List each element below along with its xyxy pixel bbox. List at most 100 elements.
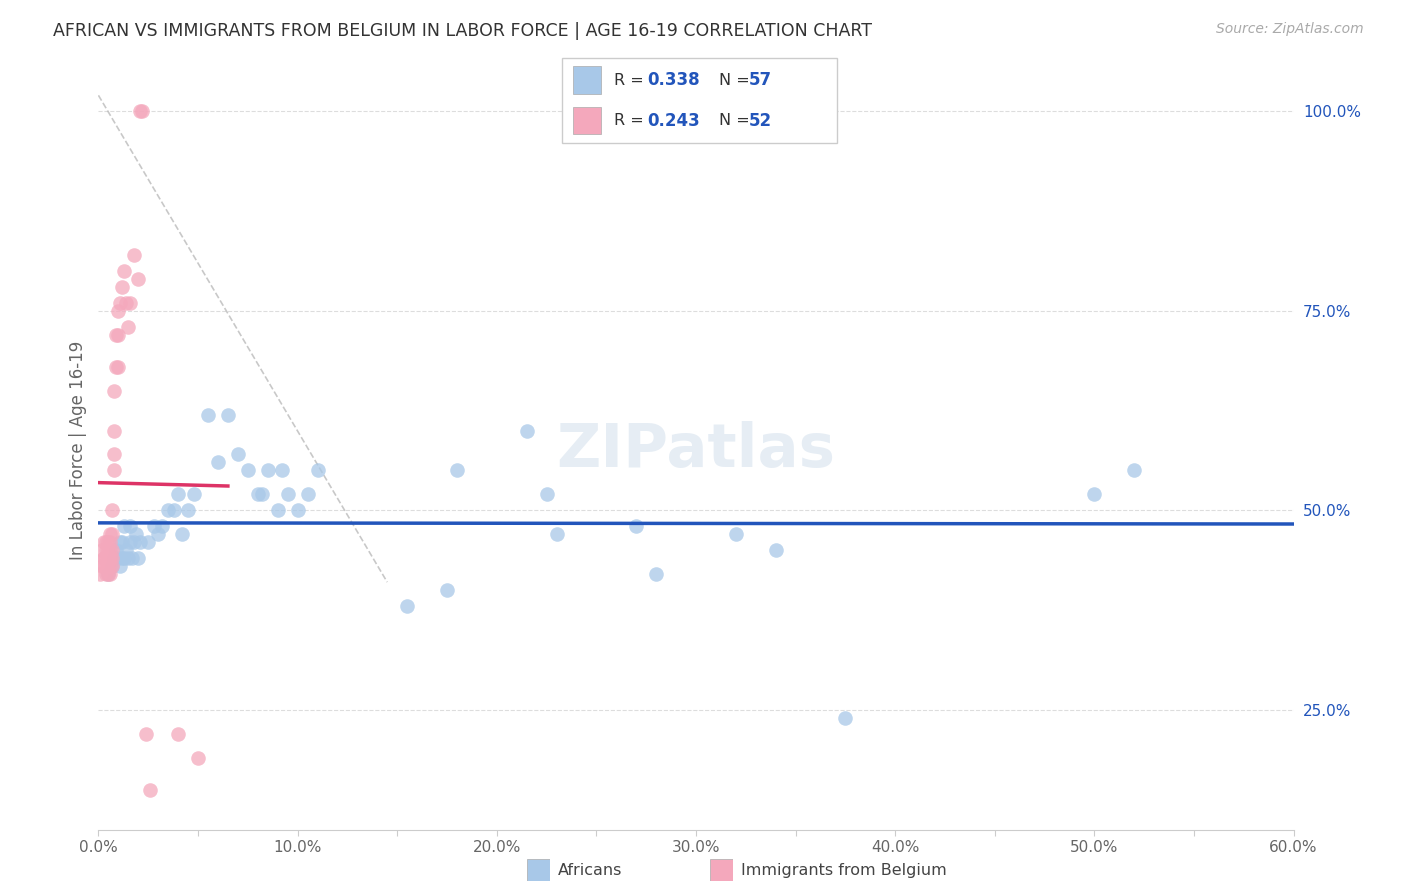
Point xyxy=(93,559,115,574)
Point xyxy=(107,551,129,566)
Point xyxy=(98,551,122,566)
Text: Africans: Africans xyxy=(558,863,623,878)
Point xyxy=(101,503,124,517)
Point xyxy=(112,264,135,278)
Point xyxy=(117,319,139,334)
Point xyxy=(167,727,190,741)
Point xyxy=(297,487,319,501)
Point xyxy=(626,519,648,533)
Text: 0.338: 0.338 xyxy=(647,71,700,89)
Point xyxy=(105,327,128,342)
Point xyxy=(139,782,162,797)
Point xyxy=(724,527,747,541)
Point xyxy=(96,551,118,566)
Point xyxy=(127,272,149,286)
Point xyxy=(250,487,273,501)
Point xyxy=(111,280,134,294)
Point xyxy=(136,535,159,549)
Text: Immigrants from Belgium: Immigrants from Belgium xyxy=(741,863,946,878)
Point xyxy=(93,551,115,566)
Text: R =: R = xyxy=(614,113,650,128)
Point xyxy=(436,583,458,598)
Point xyxy=(834,711,856,725)
Point xyxy=(101,559,124,574)
Point xyxy=(98,559,122,574)
Point xyxy=(287,503,309,517)
Text: N =: N = xyxy=(718,113,755,128)
Point xyxy=(1123,463,1146,477)
Point xyxy=(217,408,239,422)
Point xyxy=(93,551,115,566)
Point xyxy=(97,543,120,558)
Point xyxy=(124,535,146,549)
Point xyxy=(446,463,468,477)
Point xyxy=(101,527,124,541)
Point xyxy=(207,455,229,469)
Point xyxy=(124,248,146,262)
Point xyxy=(120,519,142,533)
Point xyxy=(98,535,122,549)
Point xyxy=(105,359,128,374)
Point xyxy=(157,503,180,517)
Point xyxy=(125,527,148,541)
Point xyxy=(103,447,125,461)
Point xyxy=(110,559,132,574)
Text: R =: R = xyxy=(614,72,650,87)
Point xyxy=(277,487,299,501)
Point xyxy=(115,295,138,310)
Point xyxy=(97,559,120,574)
Text: N =: N = xyxy=(718,72,755,87)
Point xyxy=(96,535,118,549)
Point xyxy=(98,567,122,582)
Text: 52: 52 xyxy=(749,112,772,129)
Point xyxy=(236,463,259,477)
Point xyxy=(120,535,142,549)
Point xyxy=(765,543,787,558)
Point xyxy=(91,543,114,558)
Point xyxy=(103,463,125,477)
Point xyxy=(96,559,118,574)
Point xyxy=(177,503,200,517)
Point xyxy=(107,359,129,374)
Point xyxy=(121,551,143,566)
Point xyxy=(226,447,249,461)
Text: 57: 57 xyxy=(749,71,772,89)
Point xyxy=(183,487,205,501)
Point xyxy=(101,559,124,574)
Point xyxy=(115,543,138,558)
Point xyxy=(1083,487,1105,501)
Point xyxy=(546,527,568,541)
Text: AFRICAN VS IMMIGRANTS FROM BELGIUM IN LABOR FORCE | AGE 16-19 CORRELATION CHART: AFRICAN VS IMMIGRANTS FROM BELGIUM IN LA… xyxy=(53,22,873,40)
Point xyxy=(97,551,120,566)
Point xyxy=(110,295,132,310)
Y-axis label: In Labor Force | Age 16-19: In Labor Force | Age 16-19 xyxy=(69,341,87,560)
Point xyxy=(96,567,118,582)
Point xyxy=(150,519,173,533)
Point xyxy=(112,551,135,566)
Text: Source: ZipAtlas.com: Source: ZipAtlas.com xyxy=(1216,22,1364,37)
Point xyxy=(98,527,122,541)
Point xyxy=(97,535,120,549)
Point xyxy=(129,535,152,549)
Point xyxy=(246,487,269,501)
Point xyxy=(117,551,139,566)
Point xyxy=(143,519,166,533)
Point xyxy=(101,543,124,558)
Point xyxy=(110,535,132,549)
FancyBboxPatch shape xyxy=(574,107,600,134)
Point xyxy=(187,750,209,764)
Point xyxy=(307,463,329,477)
Point xyxy=(112,519,135,533)
Point xyxy=(129,104,152,119)
Point xyxy=(89,567,111,582)
Point xyxy=(98,543,122,558)
Point xyxy=(516,424,538,438)
Point xyxy=(91,559,114,574)
Point xyxy=(111,551,134,566)
Text: ZIPatlas: ZIPatlas xyxy=(557,421,835,480)
Point xyxy=(172,527,194,541)
Point xyxy=(127,551,149,566)
Point xyxy=(396,599,419,613)
Point xyxy=(103,424,125,438)
Point xyxy=(148,527,170,541)
